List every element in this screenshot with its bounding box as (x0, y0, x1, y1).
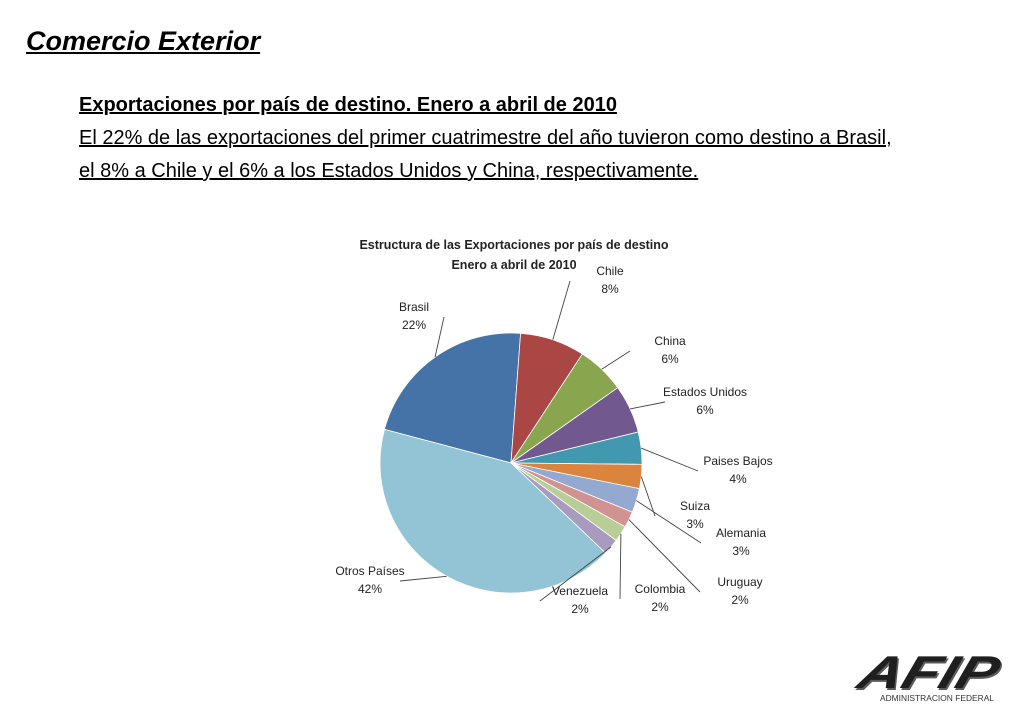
pie-slice-otros-países (379, 428, 607, 594)
logo-wordmark: AFIP (852, 649, 1009, 701)
slice-category-label: Paises Bajos (703, 454, 772, 468)
slice-value-label: 3% (732, 544, 750, 558)
leader-line (640, 447, 699, 472)
leader-line (552, 280, 571, 340)
pie-chart: Estructura de las Exportaciones por país… (335, 238, 772, 616)
subtitle: Exportaciones por país de destino. Enero… (79, 94, 617, 116)
leader-line (640, 476, 656, 517)
page-title: Comercio Exterior (26, 26, 261, 56)
slice-value-label: 8% (601, 282, 619, 296)
leader-line (539, 546, 612, 602)
slice-value-label: 22% (402, 318, 426, 332)
logo-wordmark-front: AFIP (850, 648, 1007, 699)
slice-value-label: 3% (686, 517, 704, 531)
slice-value-label: 2% (571, 602, 589, 616)
slice-value-label: 6% (696, 403, 714, 417)
slice-value-label: 2% (651, 600, 669, 614)
slice-value-label: 6% (661, 352, 679, 366)
description-line-1: El 22% de las exportaciones del primer c… (79, 127, 892, 149)
slice-value-label: 2% (731, 593, 749, 607)
slice-value-label: 42% (358, 582, 382, 596)
leader-line (636, 500, 702, 544)
leader-line (628, 519, 701, 593)
slice-value-label: 4% (729, 472, 747, 486)
slice-category-label: Colombia (635, 582, 686, 596)
leader-line (434, 316, 445, 358)
leader-line (601, 350, 631, 370)
slice-category-label: Uruguay (717, 575, 762, 589)
logo-tagline: ADMINISTRACION FEDERAL (880, 694, 995, 703)
slice-category-label: Alemania (716, 526, 766, 540)
chart-title-line-2: Enero a abril de 2010 (451, 258, 576, 272)
slice-category-label: Estados Unidos (663, 385, 747, 399)
slice-category-label: Chile (596, 264, 624, 278)
slice-category-label: China (654, 334, 686, 348)
slice-category-label: Suiza (680, 499, 710, 513)
leader-line (630, 401, 666, 410)
leader-line (399, 575, 447, 582)
afip-logo: AFIP AFIP ADMINISTRACION FEDERAL (850, 648, 1009, 703)
chart-title-line-1: Estructura de las Exportaciones por país… (359, 238, 668, 252)
pie-slice-brasil (383, 332, 522, 464)
leader-line (619, 533, 622, 600)
slice-category-label: Venezuela (552, 584, 608, 598)
slice-category-label: Otros Países (335, 564, 404, 578)
slice-category-label: Brasil (399, 300, 429, 314)
description-line-2: el 8% a Chile y el 6% a los Estados Unid… (79, 160, 699, 182)
